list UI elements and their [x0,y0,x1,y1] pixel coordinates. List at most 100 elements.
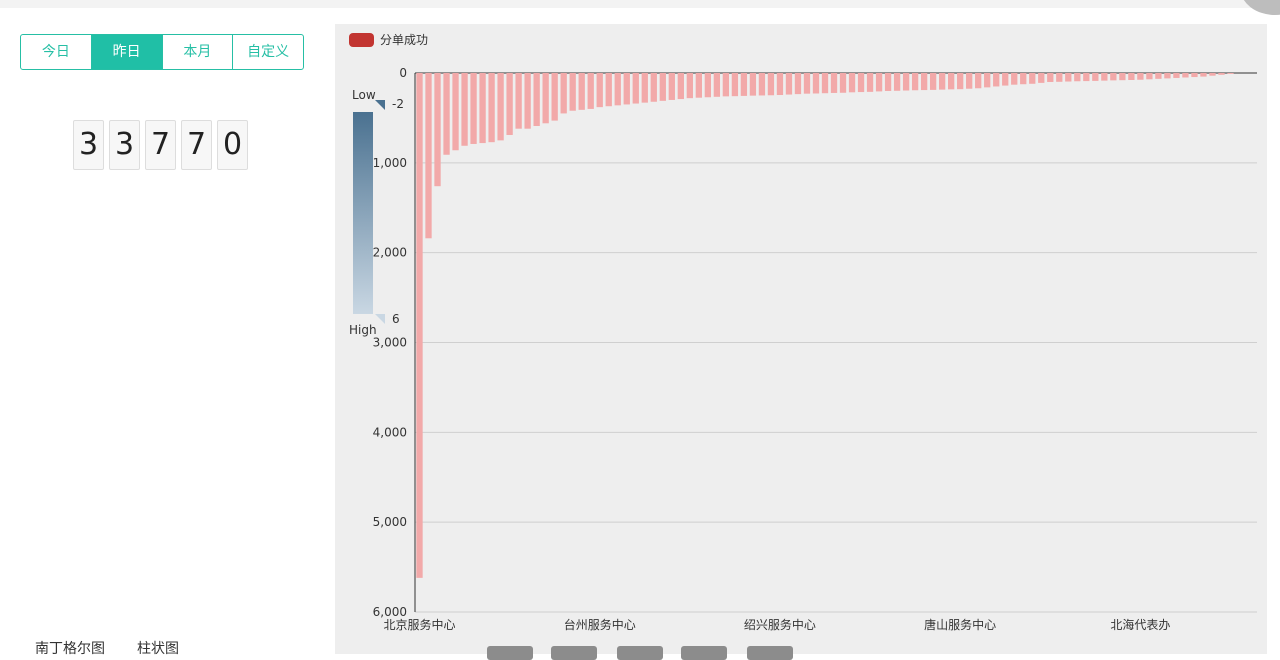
tab[interactable]: 自定义 [232,35,303,69]
bar [1155,73,1162,79]
bar [776,73,784,96]
bar [695,73,702,98]
bar [560,73,567,114]
bar [1074,73,1081,82]
bar [488,73,495,143]
y-tick-label: 6,000 [373,605,407,619]
bar [1164,73,1171,79]
bar [614,73,621,106]
bar [875,73,883,92]
bar [722,73,730,97]
bar [1182,73,1189,78]
bar [1002,73,1009,86]
bar [966,73,973,89]
bar [425,73,432,239]
bar [452,73,459,151]
tab[interactable]: 今日 [41,44,70,60]
bar [569,73,576,111]
bar [1065,73,1072,82]
y-tick-label: 3,000 [373,336,407,350]
bar [857,73,865,93]
bar [632,73,639,104]
y-tick-label: 4,000 [373,425,407,439]
bar [713,73,721,97]
bar [479,73,486,144]
counter-digit: 7 [145,120,176,170]
legend-label: 分单成功 [380,33,428,47]
bar [975,73,982,89]
bar [1119,73,1126,81]
bar [767,73,775,96]
toolbar-button[interactable] [681,646,727,660]
x-tick-label: 北海代表办 [1110,617,1170,632]
tab-group: 今日 昨日 本月 自定义 [20,34,304,70]
chart-link[interactable]: 柱状图 [137,641,179,657]
bar [686,73,693,99]
bar [957,73,964,90]
counter-digit: 7 [181,120,212,170]
bar [902,73,910,91]
bar [1191,73,1198,78]
visual-map-handle [375,100,385,110]
visual-map-min: -2 [392,97,404,111]
visual-map-handle [375,314,385,324]
x-tick-label: 绍兴服务中心 [744,617,816,632]
bar [1101,73,1108,81]
bar [587,73,594,109]
visual-map-bar [353,112,373,314]
visual-map-max: 6 [392,312,400,326]
bar [1200,73,1207,77]
bar [794,73,802,95]
visual-map-high: High [349,323,377,337]
bar [434,73,441,187]
bar [659,73,666,101]
bar [884,73,892,91]
chart-panel: 0 1,000 2,000 3,000 4,000 5,000 6,000 北京服务中心 台州服… [335,24,1267,654]
tab[interactable]: 本月 [161,35,233,69]
bar [1137,73,1144,80]
bar [497,73,504,141]
y-tick-label: 1,000 [373,156,407,170]
bar [848,73,856,93]
legend-swatch [349,33,374,47]
top-bar [0,0,1280,8]
x-tick-label: 台州服务中心 [564,617,636,632]
bar [578,73,585,110]
bar [605,73,612,107]
bar [758,73,766,96]
bar [1092,73,1099,81]
bar [650,73,657,102]
bar [1173,73,1180,78]
bar [470,73,477,144]
bar [785,73,793,95]
bar [830,73,838,93]
toolbar-button[interactable] [551,646,597,660]
bar [677,73,684,100]
bar [461,73,468,146]
toolbar-button[interactable] [747,646,793,660]
bar [443,73,450,155]
tab[interactable]: 昨日 [90,35,162,69]
bar [596,73,603,108]
toolbar-button[interactable] [617,646,663,660]
bar [839,73,847,93]
bar [623,73,630,105]
y-tick-label: 0 [399,66,407,80]
bar [911,73,919,91]
bar [416,73,423,578]
bar [731,73,739,97]
bar [812,73,820,94]
bar [1020,73,1027,85]
chart-link[interactable]: 南丁格尔图 [35,641,105,657]
bar [704,73,712,98]
bar [1047,73,1054,82]
toolbar-button[interactable] [487,646,533,660]
visual-map-low: Low [352,88,376,102]
bar [920,73,928,91]
bar [1146,73,1153,80]
y-tick-label: 5,000 [373,515,407,529]
bar [749,73,757,96]
bar [1209,73,1216,76]
bar [1110,73,1117,81]
